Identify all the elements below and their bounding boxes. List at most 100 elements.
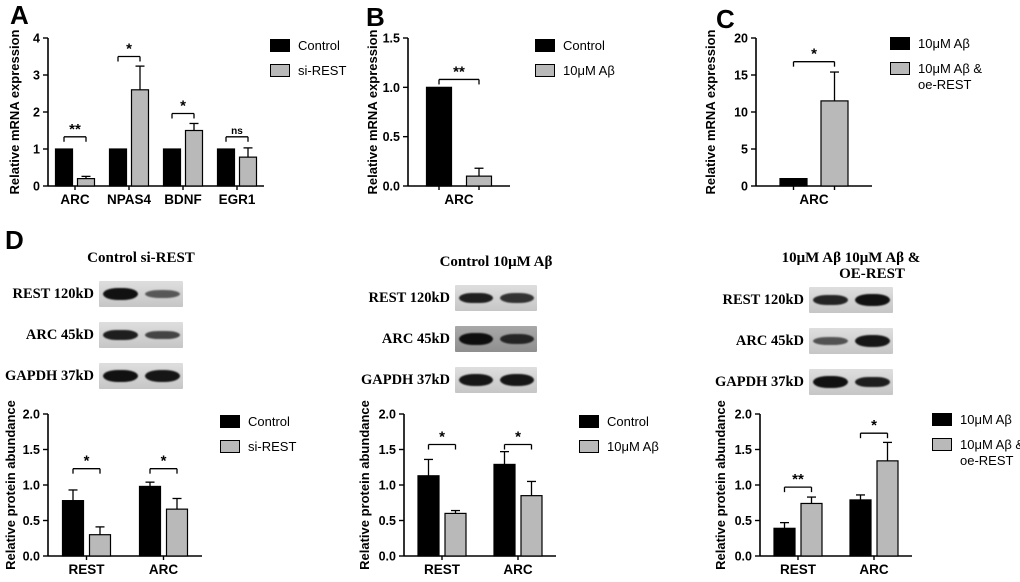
bar-chart-panel-d2: 0.0 0.5 1.0 1.5 2.0 Relative protein abundanc…	[357, 400, 556, 577]
significance-label: **	[792, 471, 804, 488]
protein-band	[812, 294, 848, 306]
legend-item: Control	[535, 38, 615, 54]
significance-label: ns	[231, 126, 243, 137]
legend-item: 10μM Aβ	[932, 412, 1020, 428]
category-label: ARC	[799, 192, 828, 207]
legend-label-line: Control	[248, 414, 290, 429]
bar-10-m-a-oe-rest-rest	[800, 502, 823, 557]
bar-10-m-a--arc	[465, 175, 493, 187]
legend-swatch-icon	[220, 440, 240, 453]
bar-si-rest-egr1	[238, 156, 258, 187]
y-tick-label: 0	[741, 180, 748, 194]
bar-10-m-a--arc	[779, 178, 808, 187]
y-axis-title: Relative mRNA expression	[7, 29, 22, 194]
legend-label: Control	[607, 414, 649, 430]
legend-label-line: oe-REST	[918, 77, 972, 92]
y-tick-label: 10	[734, 106, 748, 120]
legend-panel-d3: 10μM Aβ 10μM Aβ & oe-REST	[932, 412, 1020, 478]
legend-panel-b: Control 10μM Aβ	[535, 38, 615, 88]
legend-panel-d1: Control si-REST	[220, 414, 296, 464]
significance-label: **	[453, 63, 465, 80]
significance-label: *	[515, 429, 521, 446]
legend-swatch-icon	[270, 39, 290, 52]
panel-label-d: D	[5, 225, 24, 255]
y-tick-label: 20	[734, 32, 748, 46]
blot-lane-image	[455, 326, 537, 352]
legend-label: Control	[563, 38, 605, 54]
bar-10-m-a-oe-rest-arc	[820, 100, 849, 187]
protein-band	[499, 374, 534, 386]
panel-label-b: B	[366, 2, 385, 32]
y-tick-label: 2.0	[23, 408, 40, 422]
bar-control-rest	[417, 475, 440, 557]
y-axis-title: Relative protein abundance	[713, 400, 728, 570]
y-tick-label: 2.0	[379, 408, 396, 422]
y-tick-label: 2	[33, 106, 40, 120]
blot-protein-label: REST 120kD	[12, 285, 94, 302]
blot-row: ARC 45kD	[2, 322, 246, 348]
legend-label: 10μM Aβ	[563, 63, 615, 79]
bar-10-m-a--rest	[444, 512, 467, 557]
category-label: ARC	[444, 192, 473, 207]
y-tick-label: 0.0	[379, 550, 396, 564]
blot-lane-header: OE-REST	[839, 266, 905, 282]
legend-label: 10μM Aβ	[918, 36, 970, 52]
protein-band	[812, 337, 848, 345]
blot-lane-image	[99, 281, 183, 307]
category-label: REST	[780, 562, 817, 577]
legend-swatch-icon	[579, 415, 599, 428]
y-tick-label: 1.5	[379, 443, 396, 457]
blot-protein-label: ARC 45kD	[735, 332, 804, 349]
blot-row: GAPDH 37kD	[712, 369, 956, 395]
bar-10-m-a-oe-rest-arc	[876, 460, 899, 557]
blot-protein-label: REST 120kD	[368, 289, 450, 306]
legend-item: 10μM Aβ & oe-REST	[932, 437, 1020, 469]
protein-band	[854, 294, 890, 306]
bar-si-rest-arc	[76, 178, 96, 187]
category-label: ARC	[149, 562, 178, 577]
protein-band	[144, 290, 180, 298]
bar-control-rest	[61, 500, 85, 557]
protein-band	[854, 335, 890, 347]
legend-label-line: 10μM Aβ	[563, 63, 615, 78]
panel-label-a: A	[10, 0, 29, 30]
blot-row: REST 120kD	[2, 281, 246, 307]
legend-label-line: 10μM Aβ	[918, 36, 970, 51]
bar-si-rest-arc	[165, 508, 189, 557]
western-blot-group-1: Control si-REST REST 120kD ARC 45kD GAPDH 3…	[2, 250, 246, 389]
category-label: EGR1	[219, 192, 256, 207]
legend-label: 10μM Aβ & oe-REST	[960, 437, 1020, 469]
blot-row: GAPDH 37kD	[358, 367, 601, 393]
significance-label: *	[439, 429, 445, 446]
y-axis-title: Relative mRNA expression	[703, 29, 718, 194]
y-tick-label: 0.0	[383, 180, 400, 194]
y-axis-title: Relative protein abundance	[3, 400, 18, 570]
protein-band	[812, 376, 848, 388]
y-tick-label: 1.5	[383, 32, 400, 46]
legend-swatch-icon	[220, 415, 240, 428]
legend-label: 10μM Aβ	[960, 412, 1012, 428]
significance-label: *	[84, 453, 90, 470]
legend-label-line: 10μM Aβ	[607, 439, 659, 454]
category-label: BDNF	[164, 192, 202, 207]
legend-swatch-icon	[535, 64, 555, 77]
legend-label: si-REST	[248, 439, 296, 455]
blot-protein-label: GAPDH 37kD	[714, 373, 804, 390]
protein-band	[102, 329, 138, 341]
significance-label: *	[161, 453, 167, 470]
legend-item: Control	[220, 414, 296, 430]
blot-lane-image	[455, 367, 537, 393]
legend-label-line: Control	[607, 414, 649, 429]
legend-item: si-REST	[270, 63, 346, 79]
blot-protein-label: REST 120kD	[722, 291, 804, 308]
legend-label: 10μM Aβ & oe-REST	[918, 61, 982, 93]
significance-label: *	[126, 41, 132, 58]
blot-row: ARC 45kD	[358, 326, 601, 352]
protein-band	[102, 288, 138, 300]
protein-band	[458, 292, 493, 304]
legend-swatch-icon	[932, 438, 952, 451]
legend-item: 10μM Aβ	[535, 63, 615, 79]
y-axis-title: Relative protein abundance	[357, 400, 372, 570]
bar-chart-panel-d1: 0.0 0.5 1.0 1.5 2.0 Relative protein abundanc…	[3, 400, 202, 577]
